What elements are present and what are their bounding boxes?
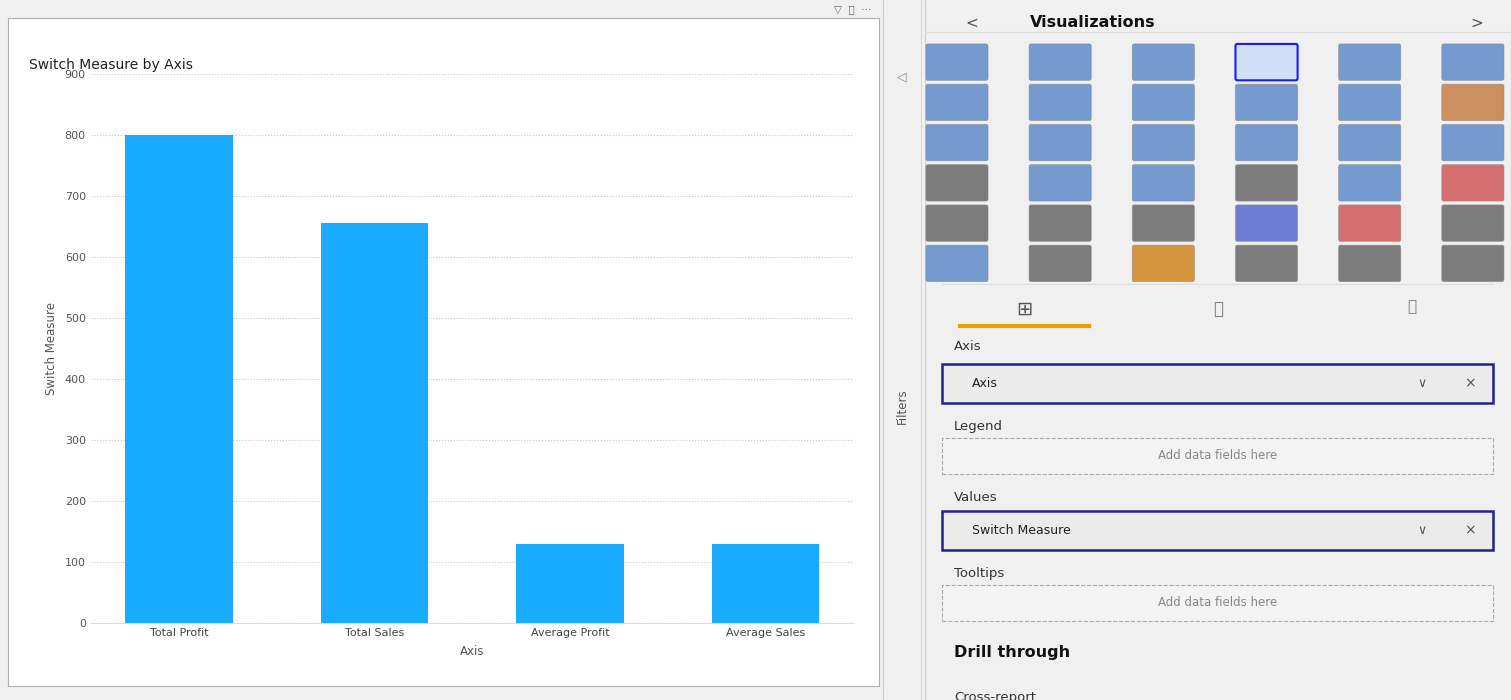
FancyBboxPatch shape (1132, 44, 1194, 80)
Bar (712, 544, 819, 623)
FancyBboxPatch shape (1236, 44, 1298, 80)
FancyBboxPatch shape (1132, 245, 1194, 281)
FancyBboxPatch shape (1339, 125, 1401, 161)
Text: ◁: ◁ (898, 71, 907, 83)
FancyBboxPatch shape (1236, 205, 1298, 242)
FancyBboxPatch shape (1441, 164, 1503, 201)
Text: 🖌: 🖌 (1213, 300, 1222, 318)
Text: Tooltips: Tooltips (953, 567, 1005, 580)
FancyBboxPatch shape (1441, 205, 1503, 242)
Text: <: < (966, 15, 979, 30)
Text: 🔍: 🔍 (1407, 300, 1416, 314)
FancyBboxPatch shape (1236, 125, 1298, 161)
FancyBboxPatch shape (1339, 245, 1401, 281)
Text: Axis: Axis (972, 377, 997, 390)
FancyBboxPatch shape (1029, 205, 1091, 242)
FancyBboxPatch shape (943, 584, 1493, 621)
Text: Switch Measure by Axis: Switch Measure by Axis (29, 57, 193, 71)
FancyBboxPatch shape (1132, 205, 1194, 242)
FancyBboxPatch shape (1029, 245, 1091, 281)
Text: Visualizations: Visualizations (1031, 15, 1156, 30)
FancyBboxPatch shape (1441, 44, 1503, 80)
Text: Add data fields here: Add data fields here (1159, 449, 1277, 462)
Text: Filters: Filters (896, 389, 908, 424)
Bar (125, 134, 233, 623)
FancyBboxPatch shape (1236, 164, 1298, 201)
Text: ⊞: ⊞ (1017, 300, 1032, 318)
FancyBboxPatch shape (1029, 125, 1091, 161)
FancyBboxPatch shape (1029, 44, 1091, 80)
FancyBboxPatch shape (926, 164, 988, 201)
Bar (517, 544, 624, 623)
FancyBboxPatch shape (1132, 84, 1194, 120)
Text: Switch Measure: Switch Measure (972, 524, 1070, 537)
FancyBboxPatch shape (1236, 44, 1298, 80)
FancyBboxPatch shape (926, 44, 988, 80)
FancyBboxPatch shape (1441, 84, 1503, 120)
Text: Values: Values (953, 491, 997, 505)
X-axis label: Axis: Axis (459, 645, 485, 658)
FancyBboxPatch shape (1236, 245, 1298, 281)
FancyBboxPatch shape (1236, 84, 1298, 120)
FancyBboxPatch shape (1132, 164, 1194, 201)
FancyBboxPatch shape (943, 511, 1493, 550)
FancyBboxPatch shape (1339, 44, 1401, 80)
FancyBboxPatch shape (1029, 164, 1091, 201)
FancyBboxPatch shape (926, 245, 988, 281)
Text: Add data fields here: Add data fields here (1159, 596, 1277, 609)
FancyBboxPatch shape (1339, 164, 1401, 201)
Text: ×: × (1464, 524, 1476, 538)
FancyBboxPatch shape (926, 205, 988, 242)
FancyBboxPatch shape (1441, 245, 1503, 281)
Text: Legend: Legend (953, 420, 1003, 433)
Text: ∨: ∨ (1417, 524, 1426, 537)
FancyBboxPatch shape (943, 364, 1493, 402)
FancyBboxPatch shape (926, 84, 988, 120)
FancyBboxPatch shape (1339, 84, 1401, 120)
Bar (320, 223, 428, 623)
Text: Axis: Axis (953, 340, 982, 353)
Text: Drill through: Drill through (953, 645, 1070, 660)
Y-axis label: Switch Measure: Switch Measure (45, 302, 57, 395)
Text: ∨: ∨ (1417, 377, 1426, 390)
Text: ×: × (1464, 377, 1476, 391)
FancyBboxPatch shape (1029, 84, 1091, 120)
Text: >: > (1470, 15, 1482, 30)
Text: Cross-report: Cross-report (953, 691, 1037, 700)
FancyBboxPatch shape (926, 125, 988, 161)
FancyBboxPatch shape (1132, 125, 1194, 161)
FancyBboxPatch shape (1339, 205, 1401, 242)
FancyBboxPatch shape (943, 438, 1493, 474)
Text: ▽  ⬜  ···: ▽ ⬜ ··· (834, 4, 872, 14)
FancyBboxPatch shape (1441, 125, 1503, 161)
